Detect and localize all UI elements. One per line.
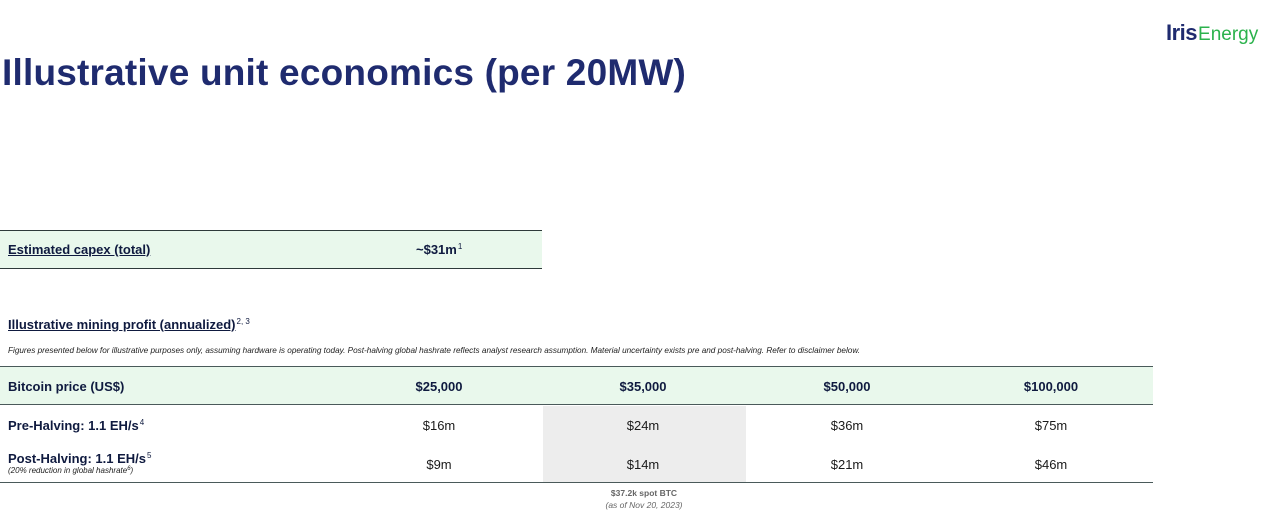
table-header-band [0, 366, 1153, 405]
column-header: $35,000 [619, 379, 667, 394]
profit-section-heading: Illustrative mining profit (annualized)2… [8, 317, 250, 332]
spot-btc-date: (as of Nov 20, 2023) [605, 500, 683, 510]
row-label-post-halving: Post-Halving: 1.1 EH/s5 [8, 451, 151, 466]
iris-energy-logo: Iris Energy [1166, 20, 1258, 46]
row-label-text: Post-Halving: 1.1 EH/s [8, 451, 146, 466]
row-label-footnote: 5 [146, 451, 152, 460]
spot-btc-note: $37.2k spot BTC (as of Nov 20, 2023) [605, 487, 682, 511]
profit-heading-text: Illustrative mining profit (annualized) [8, 317, 236, 332]
profit-heading-footnote: 2, 3 [236, 317, 250, 326]
table-cell: $14m [626, 457, 660, 472]
table-cell: $21m [830, 457, 864, 472]
logo-iris-text: Iris [1166, 20, 1198, 45]
column-header: $100,000 [1023, 379, 1079, 394]
row-sublabel: (20% reduction in global hashrate6) [8, 466, 133, 475]
highlight-column [543, 406, 746, 482]
capex-band: Estimated capex (total) ~$31m1 [0, 230, 542, 269]
table-bottom-rule [0, 482, 1153, 483]
capex-value: ~$31m1 [416, 242, 462, 257]
capex-value-text: ~$31m [416, 242, 457, 257]
spot-btc-price: $37.2k spot BTC [610, 488, 678, 498]
capex-footnote: 1 [457, 242, 463, 251]
table-cell: $36m [830, 418, 864, 433]
row-label-pre-halving: Pre-Halving: 1.1 EH/s4 [8, 418, 144, 433]
row-sublabel-footnote: 6 [127, 466, 131, 472]
page-title: Illustrative unit economics (per 20MW) [2, 52, 687, 93]
row-label-text: Pre-Halving: 1.1 EH/s [8, 418, 139, 433]
table-cell: $46m [1034, 457, 1068, 472]
table-cell: $9m [426, 457, 452, 472]
logo-energy-text: Energy [1198, 24, 1259, 45]
column-header: $50,000 [823, 379, 871, 394]
profit-disclaimer: Figures presented below for illustrative… [8, 346, 861, 355]
table-cell: $24m [626, 418, 660, 433]
table-cell: $16m [422, 418, 456, 433]
row-sublabel-end: ) [130, 466, 134, 475]
column-header: $25,000 [415, 379, 463, 394]
capex-label: Estimated capex (total) [8, 242, 151, 257]
table-cell: $75m [1034, 418, 1068, 433]
table-header-label: Bitcoin price (US$) [8, 379, 125, 394]
row-sublabel-text: (20% reduction in global hashrate [8, 466, 128, 475]
row-label-footnote: 4 [139, 418, 145, 427]
